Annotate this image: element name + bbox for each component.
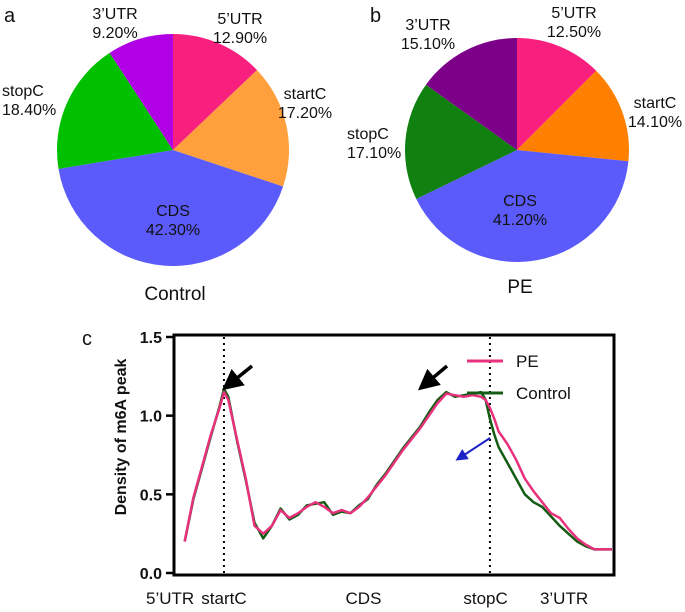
legend-label-control: Control xyxy=(516,384,571,403)
slice-name-startc: startC xyxy=(634,95,677,112)
slice-percent-startc: 17.20% xyxy=(278,105,332,122)
plot-frame xyxy=(172,333,616,577)
pie-slice-3-utr xyxy=(425,38,517,150)
panel-label-c: c xyxy=(82,328,92,350)
slice-percent-stopc: 17.10% xyxy=(347,145,401,162)
slice-name-startc: startC xyxy=(284,86,327,103)
x-region-label-3-utr: 3’UTR xyxy=(540,589,588,608)
series-group xyxy=(183,387,612,551)
x-region-label-5-utr: 5’UTR xyxy=(146,589,194,608)
slice-name-cds: CDS xyxy=(156,203,190,220)
panel-label-a: a xyxy=(4,5,16,27)
pie-title-pe: PE xyxy=(507,277,532,298)
x-region-label-cds: CDS xyxy=(346,589,382,608)
y-tick-label: 1.0 xyxy=(140,409,162,426)
pie-slice-startc xyxy=(517,70,629,162)
slice-name-5-utr: 5’UTR xyxy=(551,5,596,22)
slice-percent-3-utr: 15.10% xyxy=(401,36,455,53)
slice-name-3-utr: 3’UTR xyxy=(405,17,450,34)
pie-slice-5-utr xyxy=(173,34,258,150)
pie-slice-stopc xyxy=(57,52,173,169)
pie-slice-3-utr xyxy=(109,34,173,150)
slice-name-5-utr: 5’UTR xyxy=(217,11,262,28)
arrow-pe-shoulder xyxy=(455,437,491,461)
slice-percent-stopc: 18.40% xyxy=(2,102,56,119)
pie-chart-control: 5’UTR 12.90% startC 17.20% CDS 42.30% stopC 18.… xyxy=(2,6,332,266)
series-line-pe xyxy=(183,390,612,551)
y-axis: 0.0 0.5 1.0 1.5 xyxy=(140,330,174,583)
legend: PE Control xyxy=(467,352,571,403)
legend-label-pe: PE xyxy=(516,352,539,371)
y-tick-label: 1.5 xyxy=(140,330,162,347)
panel-label-b: b xyxy=(370,5,381,27)
y-axis-label: Density of m6A peak xyxy=(113,359,130,516)
slice-name-3-utr: 3’UTR xyxy=(92,6,137,23)
slice-percent-5-utr: 12.50% xyxy=(547,24,601,41)
x-region-labels: 5’UTR startC CDS stopC 3’UTR xyxy=(146,589,588,608)
pie-slice-cds xyxy=(416,150,629,262)
y-tick-label: 0.0 xyxy=(140,566,162,583)
y-tick-label: 0.5 xyxy=(140,487,162,504)
x-region-label-startc: startC xyxy=(201,589,246,608)
slice-percent-cds: 42.30% xyxy=(146,222,200,239)
pie-title-control: Control xyxy=(144,284,205,305)
arrow-stopc-peak xyxy=(417,364,449,391)
pie-chart-pe: 5’UTR 12.50% startC 14.10% CDS 41.20% stopC 17.… xyxy=(347,5,682,262)
pie-slice-stopc xyxy=(404,84,517,199)
slice-percent-3-utr: 9.20% xyxy=(92,25,137,42)
slice-percent-startc: 14.10% xyxy=(628,114,682,131)
slice-name-stopc: stopC xyxy=(347,126,389,143)
pie-slice-5-utr xyxy=(517,38,597,150)
pie-slice-startc xyxy=(173,70,289,187)
x-region-label-stopc: stopC xyxy=(463,589,507,608)
slice-percent-5-utr: 12.90% xyxy=(213,30,267,47)
line-chart: 0.0 0.5 1.0 1.5 5’UTR startC CDS stopC 3’UTR De… xyxy=(113,330,616,608)
arrow-startc-peak xyxy=(221,364,254,391)
series-line-control xyxy=(183,387,612,551)
pie-slice-cds xyxy=(58,150,284,266)
slice-percent-cds: 41.20% xyxy=(493,212,547,229)
slice-name-stopc: stopC xyxy=(2,83,44,100)
slice-name-cds: CDS xyxy=(503,193,537,210)
